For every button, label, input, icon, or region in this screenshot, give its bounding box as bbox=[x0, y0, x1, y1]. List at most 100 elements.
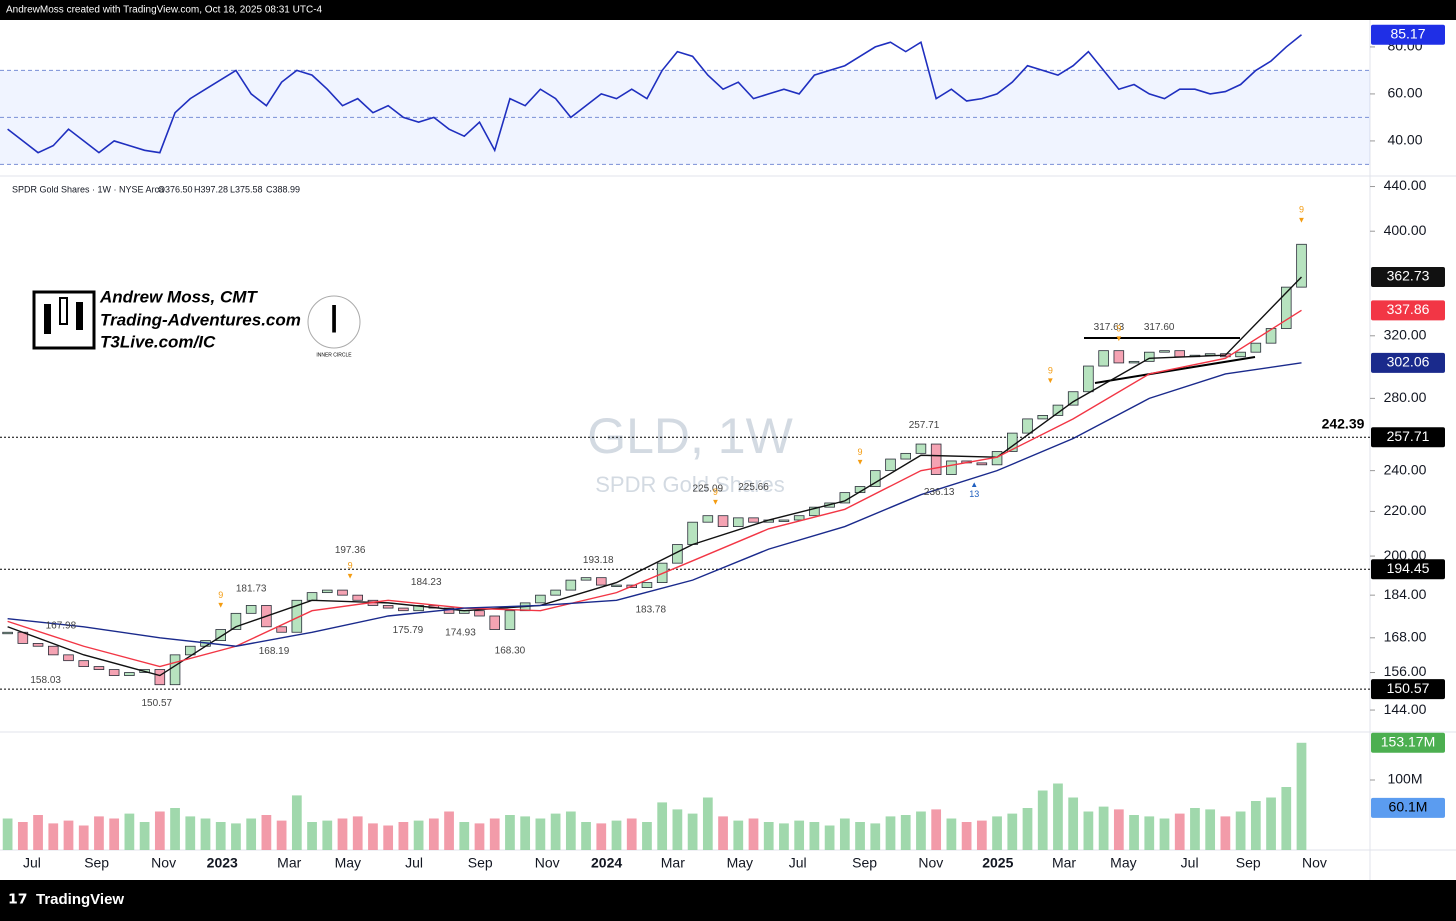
x-tick-label: Jul bbox=[789, 855, 807, 871]
volume-bar bbox=[398, 822, 409, 850]
candle bbox=[108, 669, 120, 676]
candle bbox=[641, 582, 653, 588]
level-box bbox=[1371, 679, 1445, 700]
y-tick-label: 100M bbox=[1387, 771, 1422, 787]
setup-arrow: ▼ bbox=[711, 498, 719, 507]
volume-bar bbox=[1113, 809, 1124, 850]
level-label: 194.45 bbox=[1387, 560, 1430, 576]
ma-value-box bbox=[1371, 300, 1445, 321]
volume-bar bbox=[976, 820, 987, 850]
price-annotation: 158.03 bbox=[30, 675, 61, 686]
candle bbox=[1281, 286, 1292, 329]
volume-bar bbox=[1220, 816, 1231, 850]
candle bbox=[946, 460, 957, 475]
volume-bar bbox=[718, 816, 728, 850]
x-tick-label: Sep bbox=[468, 855, 493, 871]
candle bbox=[930, 443, 942, 475]
volume-bar bbox=[1174, 813, 1185, 850]
candle bbox=[1083, 365, 1094, 393]
price-annotation: 168.19 bbox=[259, 646, 290, 657]
volume-bar bbox=[170, 808, 180, 850]
x-tick-label: Sep bbox=[852, 855, 877, 871]
volume-bar bbox=[17, 822, 28, 850]
volume-bar bbox=[78, 825, 89, 850]
volume-bar bbox=[900, 815, 911, 850]
volume-bar bbox=[535, 818, 546, 850]
ma-value-box bbox=[1371, 267, 1445, 288]
logo: Andrew Moss, CMT Trading-Adventures.com … bbox=[32, 287, 361, 358]
moving-average bbox=[7, 276, 1303, 677]
watermark-ticker: GLD, 1W bbox=[587, 408, 793, 464]
setup-arrow: ▼ bbox=[217, 601, 225, 610]
candle bbox=[230, 612, 242, 630]
candle bbox=[48, 645, 59, 656]
price-annotation: 236.13 bbox=[924, 487, 955, 498]
candle bbox=[382, 605, 394, 609]
setup-count: 13 bbox=[969, 489, 979, 499]
candle bbox=[474, 610, 485, 617]
volume-ma-label: 60.1M bbox=[1389, 799, 1428, 815]
candle bbox=[717, 515, 729, 527]
legend-low: L375.58 bbox=[230, 184, 263, 194]
candle bbox=[550, 589, 561, 596]
setup-arrow: ▼ bbox=[1046, 376, 1054, 385]
setup-arrow: ▼ bbox=[1115, 334, 1123, 343]
x-tick-label: May bbox=[727, 855, 753, 871]
candle bbox=[398, 607, 409, 612]
candle bbox=[1022, 418, 1033, 434]
candle bbox=[32, 643, 44, 647]
price-annotation: 184.23 bbox=[411, 577, 442, 588]
ma-value-label: 362.73 bbox=[1387, 268, 1430, 284]
moving-average bbox=[7, 362, 1302, 647]
volume-bar bbox=[337, 818, 348, 850]
volume-bar bbox=[1098, 806, 1109, 850]
volume-bar bbox=[1266, 797, 1276, 850]
price-annotation: 225.66 bbox=[738, 482, 769, 493]
y-tick-label: 200.00 bbox=[1384, 547, 1427, 563]
candle bbox=[778, 519, 790, 522]
price-annotation: 193.18 bbox=[583, 555, 614, 566]
volume-bar bbox=[215, 822, 226, 850]
volume-bar bbox=[505, 815, 515, 850]
volume-bar bbox=[1083, 811, 1094, 850]
volume-bar bbox=[581, 822, 591, 850]
volume-bar bbox=[839, 818, 850, 850]
volume-bar bbox=[1281, 787, 1292, 850]
price-annotation: 175.79 bbox=[393, 625, 424, 636]
volume-bar bbox=[291, 795, 302, 850]
candle bbox=[976, 462, 988, 466]
footer-logo: 𝟭𝟳 bbox=[8, 891, 27, 907]
volume-bar bbox=[1053, 783, 1063, 850]
x-tick-label: Nov bbox=[151, 855, 176, 871]
candle bbox=[687, 521, 698, 545]
volume-bar bbox=[1235, 811, 1246, 850]
x-tick-label: Jul bbox=[1181, 855, 1199, 871]
candle bbox=[1159, 350, 1170, 353]
volume-bar bbox=[63, 820, 74, 850]
legend-open: O376.50 bbox=[158, 184, 193, 194]
price-annotation: 225.09 bbox=[693, 483, 724, 494]
candle bbox=[702, 515, 714, 523]
setup-arrow: ▲ bbox=[970, 480, 978, 489]
y-tick-label: 184.00 bbox=[1384, 586, 1427, 602]
candle bbox=[306, 592, 318, 601]
level-label: 150.57 bbox=[1387, 680, 1430, 696]
volume-bar bbox=[368, 823, 378, 850]
x-tick-label: 2025 bbox=[982, 855, 1013, 871]
volume-bar bbox=[946, 818, 957, 850]
trendline bbox=[1094, 356, 1256, 384]
candle bbox=[1296, 243, 1307, 288]
volume-bar bbox=[109, 818, 120, 850]
x-tick-label: Sep bbox=[84, 855, 109, 871]
volume-bar bbox=[520, 816, 531, 850]
candle bbox=[1098, 350, 1109, 367]
header-text: AndrewMoss created with TradingView.com,… bbox=[6, 5, 323, 16]
volume-bar bbox=[1250, 801, 1261, 850]
watermark-name: SPDR Gold Shares bbox=[595, 472, 785, 497]
logo-candle bbox=[44, 304, 51, 334]
volume-bar bbox=[855, 822, 865, 850]
volume-bar bbox=[261, 815, 272, 850]
volume-bar bbox=[154, 811, 165, 850]
volume-bar bbox=[885, 816, 896, 850]
